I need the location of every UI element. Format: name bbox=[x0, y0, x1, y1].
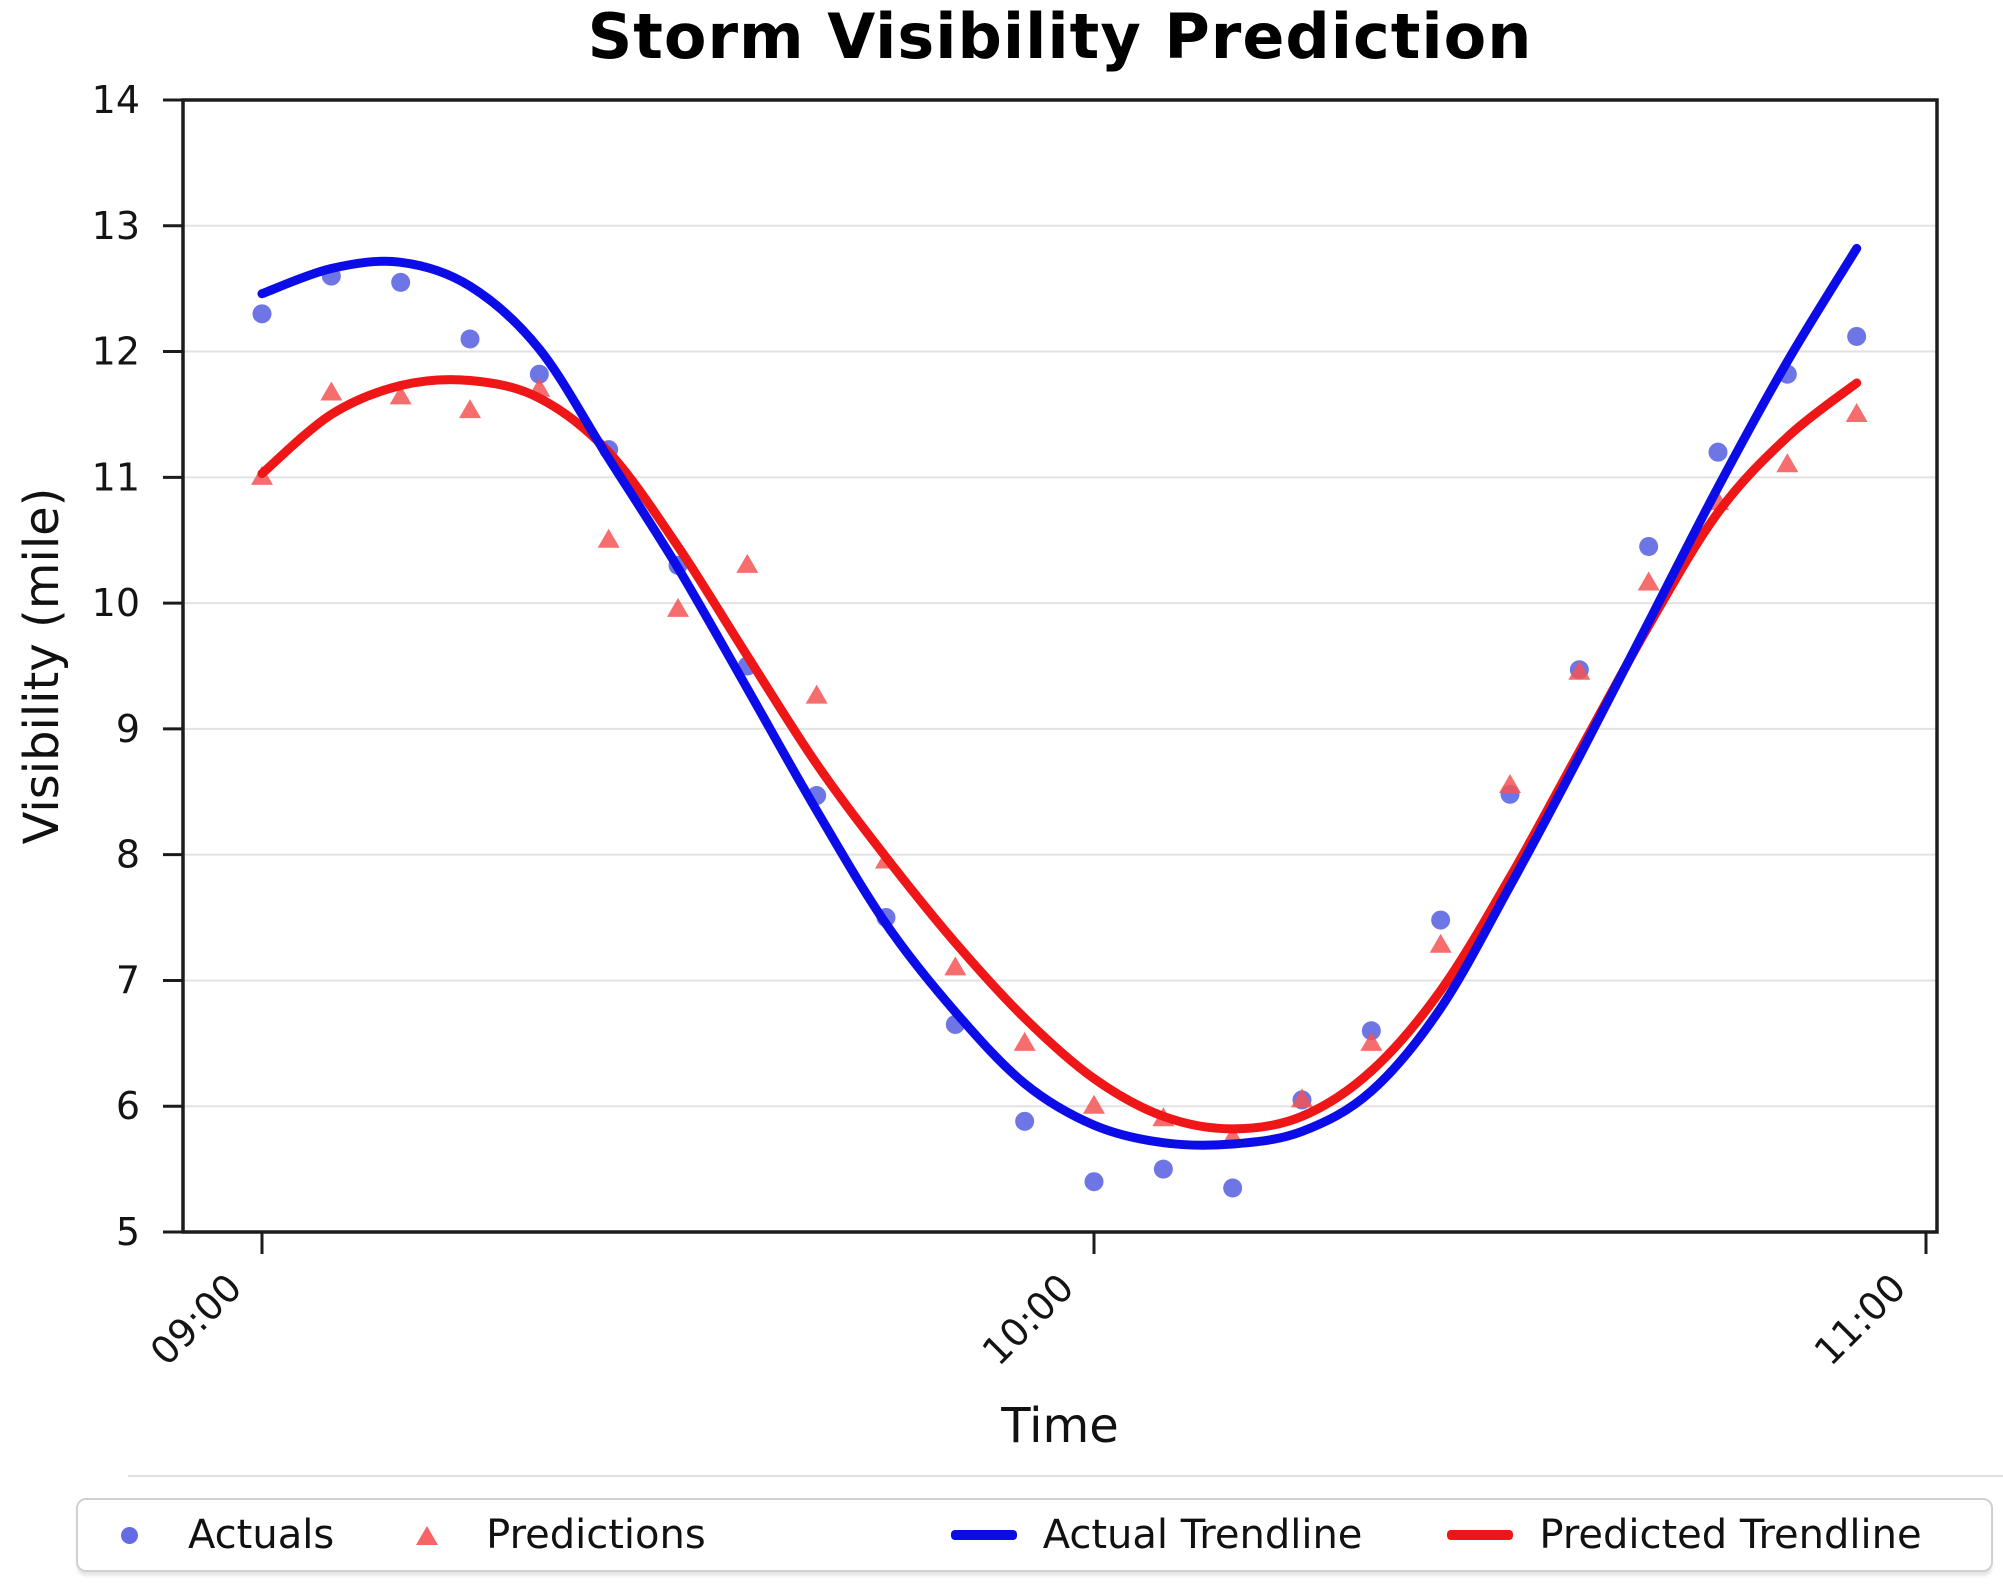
actuals-point bbox=[252, 304, 272, 324]
predictions-point bbox=[597, 528, 620, 548]
predictions-point bbox=[459, 399, 481, 419]
line-legend-icon bbox=[1447, 1530, 1514, 1540]
actuals-point bbox=[1431, 910, 1451, 930]
predictions-point bbox=[320, 381, 343, 401]
y-tick-label: 13 bbox=[92, 204, 140, 248]
actuals-point bbox=[529, 364, 549, 384]
actuals-point bbox=[1015, 1111, 1035, 1131]
legend-item-actual-trendline: Actual Trendline bbox=[950, 1512, 1363, 1558]
y-tick-label: 11 bbox=[92, 455, 140, 499]
line-legend-icon bbox=[950, 1530, 1017, 1540]
line-glyph bbox=[950, 1530, 1017, 1540]
y-tick-label: 10 bbox=[92, 581, 140, 625]
y-tick-label: 14 bbox=[92, 78, 140, 122]
legend-item-actuals: Actuals bbox=[96, 1512, 334, 1558]
y-tick-label: 6 bbox=[116, 1084, 140, 1128]
x-tick-label: 10:00 bbox=[974, 1265, 1083, 1374]
actuals-point bbox=[1639, 537, 1659, 557]
legend-label: Predicted Trendline bbox=[1539, 1512, 1922, 1558]
actuals-point bbox=[391, 272, 411, 292]
plot-border bbox=[181, 98, 1939, 1234]
predictions-point bbox=[667, 597, 689, 617]
predictions-point bbox=[944, 956, 967, 976]
actuals-point bbox=[1847, 326, 1867, 346]
predictions-point bbox=[1083, 1094, 1105, 1114]
predictions-point bbox=[1360, 1031, 1383, 1051]
x-tick-label: 11:00 bbox=[1806, 1265, 1915, 1374]
legend-item-predicted-trendline: Predicted Trendline bbox=[1447, 1512, 1922, 1558]
y-tick-label: 9 bbox=[116, 707, 140, 751]
series-actuals bbox=[252, 266, 1867, 1198]
predictions-point bbox=[805, 684, 828, 704]
chart-title: Storm Visibility Prediction bbox=[587, 0, 1533, 73]
triangle-legend-icon bbox=[394, 1525, 460, 1545]
legend: Actuals Predictions Actual Trendline Predic… bbox=[76, 1498, 1993, 1572]
circle-glyph bbox=[120, 1526, 138, 1544]
series-predictions bbox=[251, 377, 1868, 1146]
line-glyph bbox=[1447, 1530, 1514, 1540]
actuals-point bbox=[1223, 1178, 1243, 1198]
predictions-point bbox=[1568, 660, 1591, 680]
actuals-point bbox=[460, 329, 480, 349]
legend-item-predictions: Predictions bbox=[394, 1512, 706, 1558]
y-tick-label: 5 bbox=[116, 1210, 140, 1254]
x-tick-label: 09:00 bbox=[142, 1265, 251, 1374]
predicted-trendline-path bbox=[257, 375, 1862, 1134]
predictions-point bbox=[1429, 933, 1452, 953]
circle-legend-icon bbox=[96, 1526, 162, 1544]
y-tick-label: 12 bbox=[92, 330, 140, 374]
predictions-point bbox=[1776, 453, 1799, 473]
legend-label: Actual Trendline bbox=[1042, 1512, 1363, 1558]
predictions-point bbox=[1845, 402, 1868, 422]
actuals-point bbox=[1361, 1021, 1381, 1041]
legend-label: Actuals bbox=[188, 1512, 335, 1558]
predictions-point bbox=[1291, 1088, 1313, 1108]
actuals-point bbox=[1153, 1159, 1173, 1179]
predictions-point bbox=[1499, 773, 1521, 793]
y-tick-label: 7 bbox=[116, 958, 140, 1002]
triangle-glyph bbox=[416, 1525, 439, 1545]
y-tick-label: 8 bbox=[116, 833, 140, 877]
actuals-point bbox=[1708, 442, 1728, 462]
legend-label: Predictions bbox=[486, 1512, 706, 1558]
predictions-point bbox=[736, 553, 759, 573]
x-axis-label: Time bbox=[1001, 1398, 1119, 1454]
actuals-point bbox=[1084, 1172, 1104, 1192]
predictions-point bbox=[389, 385, 412, 405]
predictions-point bbox=[1637, 571, 1660, 591]
legend-divider bbox=[128, 1475, 2003, 1477]
actual-trendline-path bbox=[257, 243, 1862, 1150]
predictions-point bbox=[1013, 1031, 1036, 1051]
